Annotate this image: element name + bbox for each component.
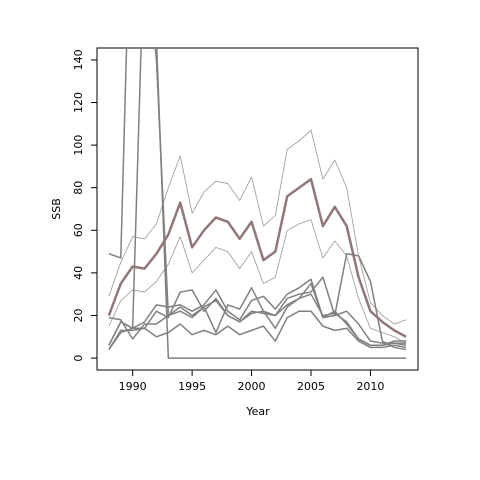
y-tick-label: 60 — [72, 223, 85, 237]
series-line — [108, 48, 407, 359]
y-tick-label: 20 — [72, 308, 85, 322]
series-line — [108, 219, 407, 344]
y-tick-label: 100 — [72, 135, 85, 156]
series-line — [108, 310, 407, 350]
series-line — [108, 48, 407, 347]
x-tick-label: 2010 — [356, 380, 384, 393]
y-tick-label: 80 — [72, 181, 85, 195]
lines — [107, 48, 407, 359]
series-line — [108, 178, 407, 338]
x-tick-label: 1995 — [178, 380, 206, 393]
series-line — [108, 276, 407, 350]
x-tick-label: 2005 — [297, 380, 325, 393]
y-tick-label: 140 — [72, 49, 85, 70]
y-tick-label: 0 — [72, 355, 85, 362]
x-tick-label: 2000 — [238, 380, 266, 393]
plot-frame — [96, 47, 419, 371]
series-line — [108, 129, 407, 325]
y-tick-label: 40 — [72, 266, 85, 280]
y-tick-label: 120 — [72, 92, 85, 113]
x-tick-label: 1990 — [119, 380, 147, 393]
y-axis-label: SSB — [50, 198, 63, 220]
series-line — [108, 252, 407, 351]
x-axis-label: Year — [245, 405, 270, 418]
